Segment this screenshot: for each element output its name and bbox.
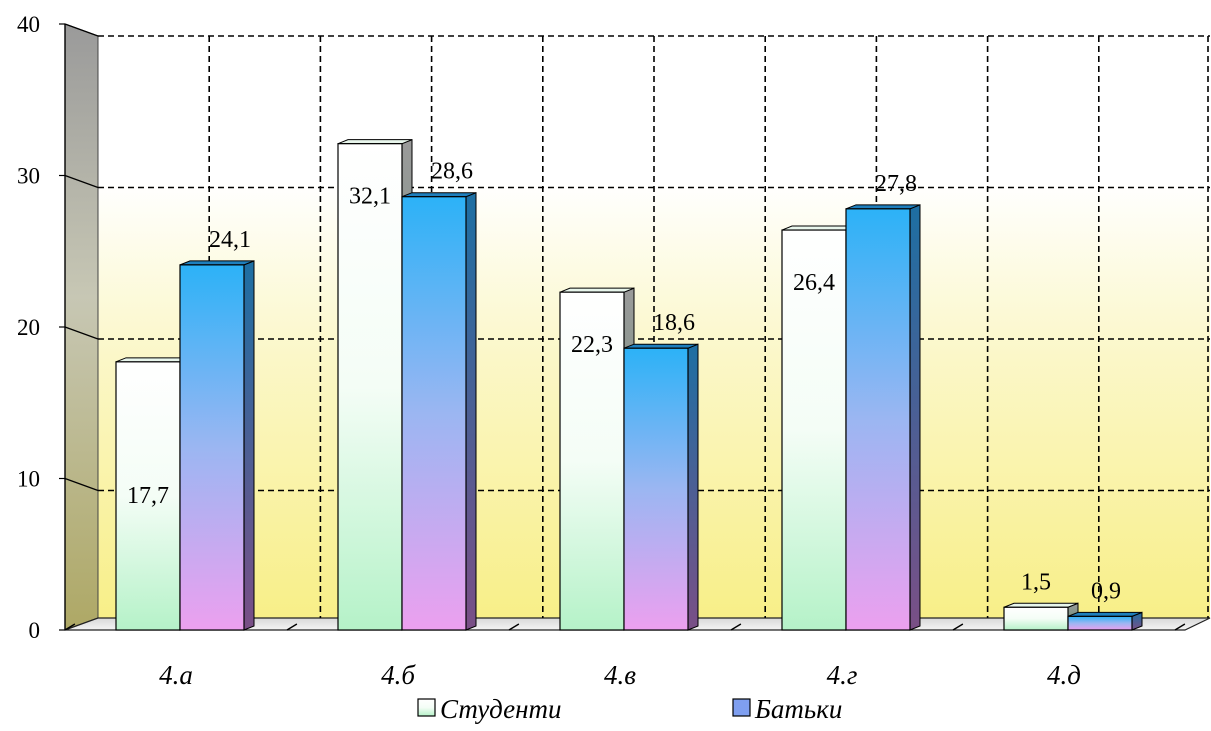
- gridline-side: [64, 326, 99, 340]
- bar-students: [559, 291, 625, 631]
- x-tick: [1174, 623, 1186, 631]
- data-label-parents: 0,9: [1091, 578, 1121, 604]
- x-tick-label: 4.д: [1047, 660, 1081, 690]
- x-tick-label: 4.а: [159, 660, 193, 690]
- data-label-parents: 27,8: [875, 171, 917, 197]
- bar-students: [1003, 606, 1069, 631]
- bar-students: [337, 143, 403, 631]
- legend-swatch-students: [417, 698, 436, 717]
- bar-side: [687, 343, 699, 631]
- x-tick: [64, 623, 76, 631]
- data-label-students: 32,1: [349, 184, 391, 210]
- data-label-students: 22,3: [571, 332, 613, 358]
- x-tick: [952, 623, 964, 631]
- bar-top: [559, 287, 635, 293]
- bar-side: [243, 260, 255, 631]
- bar-parents: [401, 196, 467, 631]
- data-label-students: 17,7: [127, 483, 169, 509]
- bar-side: [465, 191, 477, 631]
- x-tick-label: 4.в: [604, 660, 636, 690]
- data-label-parents: 28,6: [431, 159, 473, 185]
- y-tick-label: 20: [17, 315, 40, 340]
- bar-parents: [179, 264, 245, 631]
- legend-swatch-parents: [732, 698, 751, 717]
- x-tick: [730, 623, 742, 631]
- bar-parents: [1067, 615, 1133, 631]
- bar-parents: [845, 208, 911, 631]
- bar-students: [115, 361, 181, 631]
- data-label-parents: 18,6: [653, 310, 695, 336]
- gridline-side: [64, 477, 99, 492]
- side-wall: [64, 23, 99, 631]
- data-label-students: 1,5: [1021, 569, 1051, 595]
- bar-side: [909, 204, 921, 631]
- y-tick-label: 30: [17, 164, 40, 189]
- legend-label-parents: Батьки: [754, 694, 842, 724]
- x-tick: [508, 623, 520, 631]
- y-tick-label: 10: [17, 467, 40, 492]
- x-tick: [286, 623, 298, 631]
- x-tick-label: 4.г: [827, 660, 858, 690]
- gridline-side: [64, 174, 99, 189]
- bar-students: [781, 229, 847, 631]
- y-tick-label: 40: [17, 12, 40, 37]
- y-tick-label: 0: [29, 618, 41, 643]
- legend-label-students: Студенти: [440, 694, 562, 724]
- data-label-students: 26,4: [793, 270, 835, 296]
- x-tick-label: 4.б: [381, 660, 416, 690]
- data-label-parents: 24,1: [209, 227, 251, 253]
- bar-parents: [623, 347, 689, 631]
- gridline-side: [64, 23, 99, 37]
